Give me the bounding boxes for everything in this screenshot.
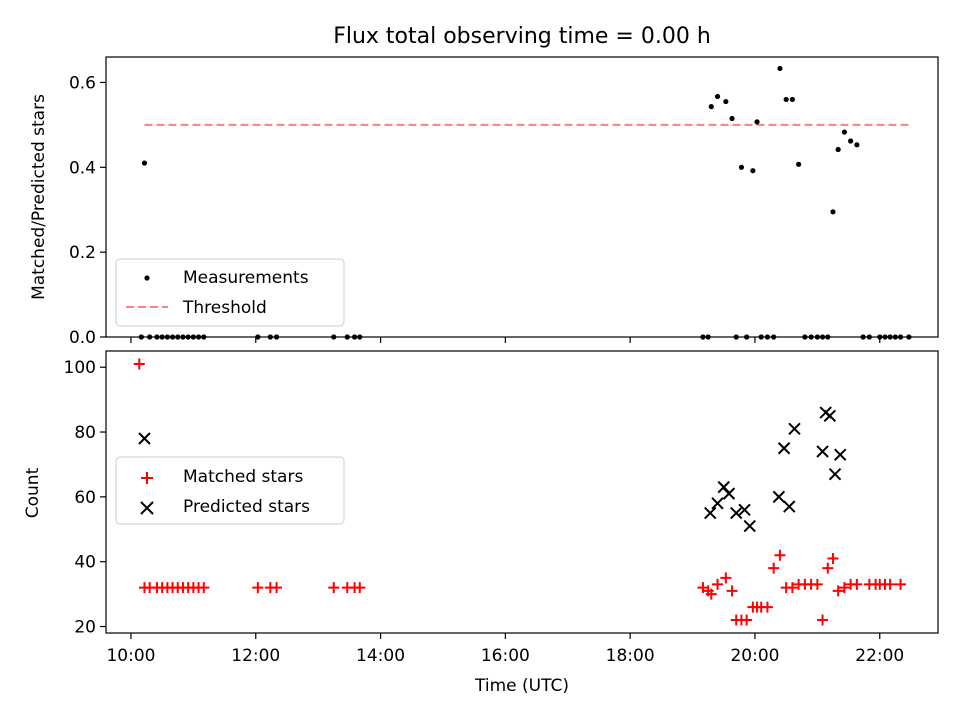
top-panel: Flux total observing time = 0.00 h 0.00.… bbox=[29, 24, 939, 348]
measurement-point bbox=[841, 129, 848, 135]
matched-stars-point bbox=[354, 582, 366, 594]
measurement-point bbox=[835, 146, 841, 153]
top-y-tick-label: 0.6 bbox=[69, 73, 96, 93]
top-x-ticks bbox=[130, 337, 881, 343]
top-y-tick-label: 0.4 bbox=[69, 158, 96, 178]
measurement-point bbox=[723, 98, 729, 105]
predicted-stars-point bbox=[738, 503, 751, 517]
bottom-legend-box bbox=[115, 456, 345, 525]
measurements-legend-marker bbox=[144, 275, 150, 281]
measurement-point bbox=[789, 96, 796, 103]
predicted-stars-legend-marker bbox=[140, 501, 154, 515]
measurement-point bbox=[848, 138, 854, 144]
matched-stars-point bbox=[832, 585, 844, 597]
bottom-x-tick-label: 20:00 bbox=[730, 646, 779, 666]
matched-stars-point bbox=[817, 614, 829, 626]
bottom-data-marks bbox=[133, 358, 907, 626]
measurement-point bbox=[783, 96, 789, 103]
matched-stars-point bbox=[712, 578, 724, 590]
measurement-point bbox=[729, 115, 735, 122]
measurement-point bbox=[714, 93, 721, 100]
measurement-point bbox=[754, 119, 760, 125]
measurement-point bbox=[708, 104, 714, 110]
matched-stars-point bbox=[705, 588, 717, 600]
bottom-x-tick-label: 18:00 bbox=[606, 646, 655, 666]
top-y-tick-label: 0.2 bbox=[69, 243, 96, 263]
bottom-x-tick-label: 12:00 bbox=[231, 646, 280, 666]
predicted-stars-point bbox=[711, 497, 724, 510]
measurements-legend-label: Measurements bbox=[183, 268, 309, 288]
measurement-point bbox=[777, 65, 783, 72]
predicted-stars-point bbox=[823, 409, 837, 423]
matched-stars-legend-marker bbox=[141, 472, 153, 484]
predicted-stars-point bbox=[777, 442, 791, 455]
bottom-x-tick-label: 22:00 bbox=[855, 646, 904, 666]
bottom-x-tick-label: 14:00 bbox=[356, 646, 405, 666]
bottom-x-tick-label: 10:00 bbox=[106, 646, 155, 666]
bottom-panel: 20 40 60 80 100 10:00 12:00 14:00 16:00 18:00 20:… bbox=[23, 350, 939, 696]
matched-stars-legend-label: Matched stars bbox=[183, 467, 303, 487]
matched-stars-point bbox=[133, 358, 145, 370]
bottom-x-ticks: 10:00 12:00 14:00 16:00 18:00 20:00 22:00 bbox=[106, 633, 904, 666]
bottom-y-tick-label: 60 bbox=[74, 488, 96, 508]
predicted-stars-legend-label: Predicted stars bbox=[183, 497, 310, 517]
measurement-point bbox=[854, 142, 860, 148]
matched-stars-point bbox=[741, 614, 753, 626]
bottom-y-tick-label: 100 bbox=[64, 358, 96, 378]
measurement-point bbox=[738, 164, 745, 170]
bottom-y-tick-label: 20 bbox=[74, 618, 96, 638]
top-legend: Measurements Threshold bbox=[115, 258, 345, 327]
top-axes-frame bbox=[105, 56, 939, 338]
top-y-tick-label: 0.0 bbox=[69, 328, 96, 348]
predicted-stars-point bbox=[722, 487, 736, 500]
predicted-stars-point bbox=[704, 506, 717, 520]
measurement-point bbox=[141, 160, 148, 166]
matched-stars-point bbox=[726, 585, 738, 597]
predicted-stars-point bbox=[138, 432, 151, 445]
matched-stars-point bbox=[786, 582, 798, 594]
matched-stars-point bbox=[838, 582, 850, 594]
predicted-stars-point bbox=[834, 448, 847, 461]
matched-stars-point bbox=[884, 578, 896, 590]
matched-stars-point bbox=[271, 582, 283, 594]
matched-stars-point bbox=[252, 582, 264, 594]
bottom-y-tick-label: 40 bbox=[74, 553, 96, 573]
predicted-stars-point bbox=[772, 490, 786, 504]
matched-stars-point bbox=[811, 578, 823, 590]
predicted-stars-point bbox=[816, 445, 829, 458]
matched-stars-point bbox=[827, 552, 839, 564]
bottom-y-ticks: 20 40 60 80 100 bbox=[64, 358, 106, 638]
top-y-axis-label: Matched/Predicted stars bbox=[29, 94, 49, 300]
matched-stars-point bbox=[851, 578, 863, 590]
top-title: Flux total observing time = 0.00 h bbox=[333, 24, 711, 49]
matched-stars-point bbox=[328, 582, 340, 594]
top-legend-box bbox=[115, 258, 345, 327]
predicted-stars-point bbox=[730, 506, 743, 520]
threshold-legend-label: Threshold bbox=[182, 298, 267, 318]
bottom-legend: Matched stars Predicted stars bbox=[115, 456, 345, 525]
matched-stars-point bbox=[822, 562, 834, 574]
matched-stars-point bbox=[768, 562, 780, 574]
matched-stars-point bbox=[761, 601, 773, 613]
bottom-y-axis-label: Count bbox=[23, 467, 43, 518]
measurement-point bbox=[796, 161, 802, 167]
bottom-x-axis-label: Time (UTC) bbox=[474, 676, 569, 696]
predicted-stars-point bbox=[783, 500, 796, 513]
matched-stars-point bbox=[720, 572, 732, 584]
predicted-stars-point bbox=[828, 467, 842, 481]
measurement-point bbox=[750, 168, 756, 174]
measurement-point bbox=[830, 209, 836, 215]
predicted-stars-point bbox=[743, 519, 756, 533]
bottom-x-tick-label: 16:00 bbox=[481, 646, 530, 666]
matched-stars-point bbox=[774, 549, 786, 561]
top-y-ticks: 0.0 0.2 0.4 0.6 bbox=[69, 73, 106, 348]
bottom-y-tick-label: 80 bbox=[74, 423, 96, 443]
predicted-stars-point bbox=[788, 422, 801, 436]
bottom-axes-frame bbox=[105, 350, 939, 634]
matched-stars-point bbox=[895, 578, 907, 590]
matched-stars-point bbox=[198, 582, 210, 594]
